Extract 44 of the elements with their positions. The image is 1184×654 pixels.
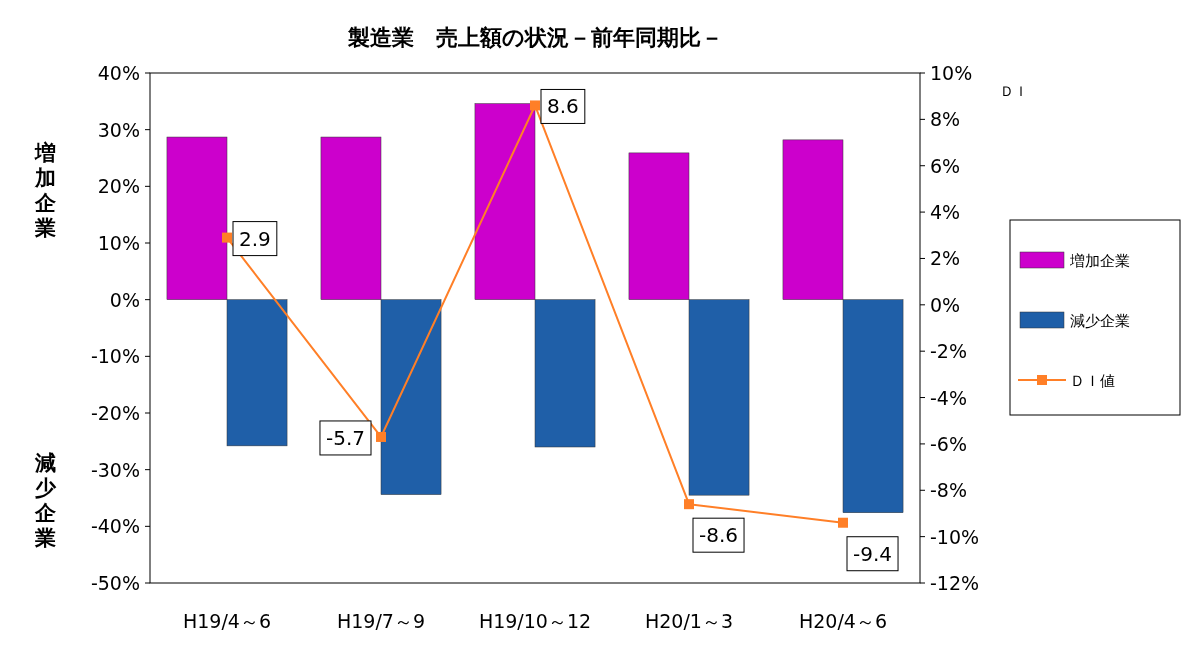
y-tick-label: 0% [109, 288, 140, 311]
y2-tick-label: 0% [930, 293, 961, 316]
y-tick-label: -10% [90, 345, 140, 368]
y-tick-label: 30% [97, 118, 140, 141]
data-label: -9.4 [853, 541, 893, 566]
y2-tick-label: -12% [930, 572, 980, 594]
point [838, 517, 848, 528]
y-tick-label: -50% [90, 572, 140, 594]
legend-label: 増加企業 [1069, 252, 1130, 270]
y-tick-label: -30% [90, 458, 140, 481]
y2-tick-label: 2% [930, 247, 961, 270]
point [222, 232, 232, 243]
y2-tick-label: -2% [930, 340, 967, 363]
x-tick-label: H19/10～12 [478, 610, 592, 632]
y2-tick-label: 6% [930, 154, 961, 177]
y2-tick-label: -8% [930, 479, 967, 502]
y-tick-label: 10% [97, 232, 140, 254]
y2-tick-label: 10% [930, 62, 973, 84]
legend-label: 減少企業 [1070, 312, 1130, 330]
data-label: 8.6 [547, 94, 579, 119]
y-tick-label: -20% [90, 402, 140, 424]
y2-tick-label: -10% [930, 525, 980, 548]
point [530, 100, 540, 111]
y-tick-label: -40% [90, 515, 140, 538]
y-tick-label: 40% [97, 62, 140, 84]
chart-title: 製造業 売上額の状況－前年同期比－ [346, 25, 723, 50]
x-tick-label: H20/1～3 [644, 610, 734, 632]
data-label: 2.9 [239, 226, 271, 251]
data-label: -5.7 [325, 425, 365, 450]
x-tick-label: H19/7～9 [336, 610, 426, 632]
y2-tick-label: -4% [930, 386, 967, 409]
data-label: -8.6 [699, 523, 739, 548]
x-tick-label: H19/4～6 [182, 610, 272, 632]
x-tick-label: H20/4～6 [798, 610, 888, 632]
legend-label: ＤＩ値 [1070, 372, 1115, 390]
y2-axis-title: ＤＩ [1000, 83, 1028, 99]
text: 減少企業 [33, 451, 57, 550]
y2-tick-label: -6% [930, 432, 967, 455]
y2-tick-label: 4% [930, 201, 961, 224]
point [684, 499, 694, 510]
y2-tick-label: 8% [930, 108, 961, 131]
y-tick-label: 20% [97, 175, 140, 198]
point [376, 431, 386, 442]
y-axis-title: 増加企業 [33, 141, 57, 240]
